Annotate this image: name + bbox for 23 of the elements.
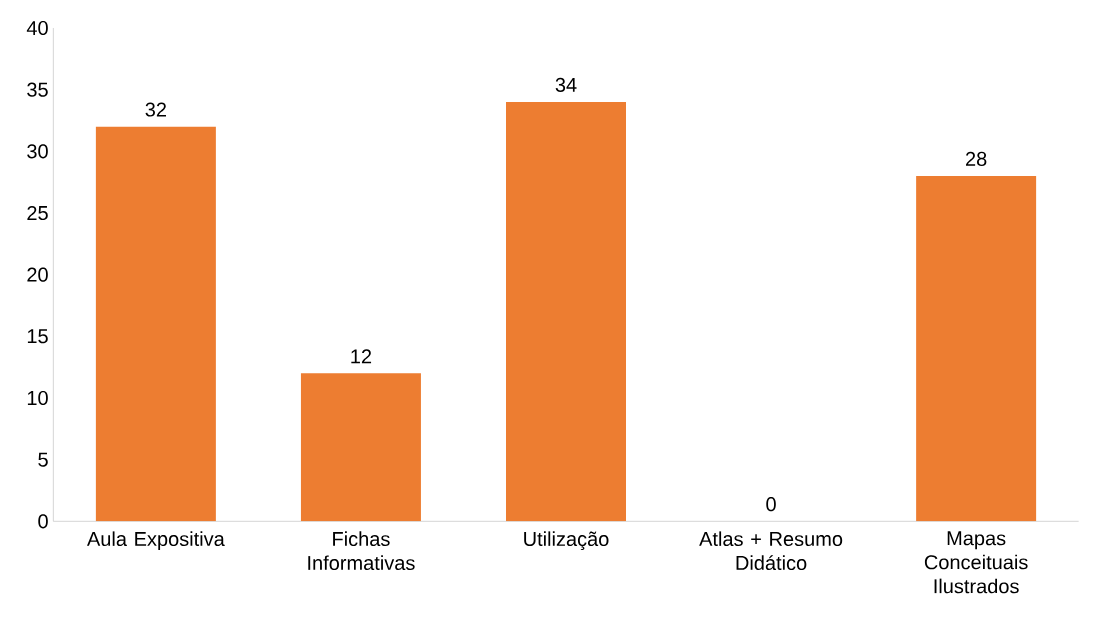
x-tick-label: Atlas + Resumo Didático bbox=[699, 531, 843, 571]
data-label: 28 bbox=[966, 151, 987, 166]
y-tick-label: 40 bbox=[26, 20, 48, 36]
x-tick-label: Aula Expositiva bbox=[86, 531, 225, 550]
data-label: 32 bbox=[145, 102, 166, 117]
y-tick-label: 5 bbox=[38, 452, 48, 467]
y-tick-label: 35 bbox=[27, 82, 48, 97]
y-tick-label: 15 bbox=[27, 329, 48, 344]
data-label: 34 bbox=[555, 77, 577, 92]
bar bbox=[300, 373, 421, 522]
data-label: 0 bbox=[766, 497, 776, 512]
y-tick-label: 25 bbox=[27, 205, 48, 221]
data-label: 12 bbox=[351, 349, 372, 364]
y-tick-label: 20 bbox=[27, 267, 48, 282]
x-tick-label: Fichas Informativas bbox=[308, 531, 415, 571]
y-tick-label: 10 bbox=[27, 390, 48, 406]
y-tick-label: 0 bbox=[38, 514, 48, 529]
x-tick-label: Mapas Conceituais Ilustrados bbox=[924, 531, 1028, 594]
bar bbox=[506, 102, 626, 522]
bar bbox=[916, 176, 1037, 522]
bar bbox=[95, 126, 216, 522]
y-tick-label: 30 bbox=[27, 144, 48, 159]
x-tick-label: Utilização bbox=[524, 531, 609, 551]
